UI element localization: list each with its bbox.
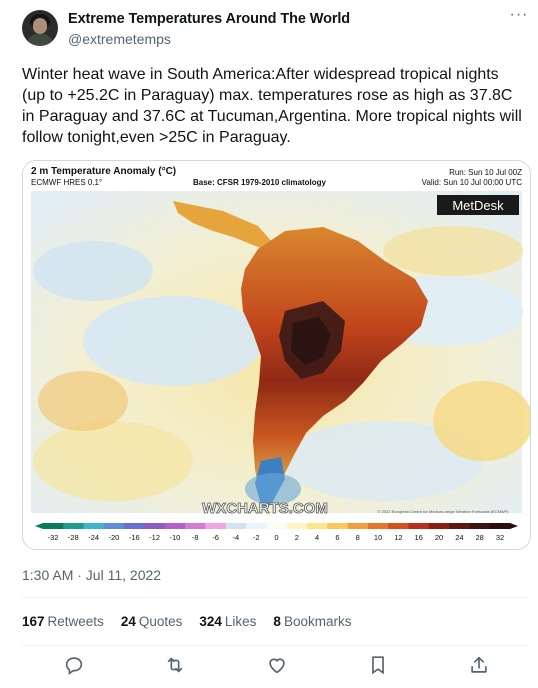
- scale-label: -24: [88, 533, 99, 542]
- scale-swatch: [449, 523, 470, 529]
- retweets-stat[interactable]: 167 Retweets: [22, 614, 104, 629]
- scale-swatch: [428, 523, 450, 529]
- scale-label: 28: [476, 533, 484, 542]
- scale-label: -10: [169, 533, 180, 542]
- scale-swatch: [63, 523, 85, 529]
- scale-label: -6: [212, 533, 219, 542]
- tweet-timestamp[interactable]: 1:30 AM · Jul 11, 2022: [22, 567, 162, 583]
- likes-stat[interactable]: 324 Likes: [199, 614, 257, 629]
- scale-swatch: [246, 523, 267, 529]
- scale-swatch: [225, 523, 247, 529]
- scale-swatch: [266, 523, 288, 529]
- quotes-stat[interactable]: 24 Quotes: [120, 614, 183, 629]
- tweet-text: Winter heat wave in South America:After …: [22, 66, 522, 146]
- scale-swatch: [144, 523, 166, 529]
- scale-label: 8: [356, 533, 360, 542]
- scale-swatch: [469, 523, 491, 529]
- scale-label: 4: [315, 533, 319, 542]
- map-valid: Valid: Sun 10 Jul 00:00 UTC: [422, 178, 523, 187]
- color-scale-bar: [35, 523, 518, 529]
- scale-label: 12: [394, 533, 402, 542]
- scale-label: 32: [496, 533, 504, 542]
- scale-swatch: [43, 523, 64, 529]
- scale-label: -2: [253, 533, 260, 542]
- scale-arrow-right: [510, 523, 518, 529]
- divider: [22, 645, 529, 646]
- scale-label: 24: [455, 533, 463, 542]
- share-icon[interactable]: [468, 654, 490, 676]
- scale-swatch: [124, 523, 146, 529]
- scale-swatch: [306, 523, 328, 529]
- scale-label: 20: [435, 533, 443, 542]
- reply-icon[interactable]: [63, 654, 85, 676]
- divider: [22, 597, 529, 598]
- scale-swatch: [286, 523, 308, 529]
- scale-swatch: [185, 523, 206, 529]
- scale-label: 6: [335, 533, 339, 542]
- heart-icon[interactable]: [266, 654, 288, 676]
- scale-swatch: [164, 523, 186, 529]
- map-model: ECMWF HRES 0.1°: [31, 178, 102, 187]
- scale-swatch: [388, 523, 409, 529]
- scale-label: 16: [415, 533, 423, 542]
- scale-swatch: [83, 523, 105, 529]
- scale-label: 0: [274, 533, 278, 542]
- map-title: 2 m Temperature Anomaly (°C): [31, 166, 176, 177]
- scale-swatch: [205, 523, 227, 529]
- author-handle[interactable]: @extremetemps: [68, 31, 171, 47]
- scale-label: -28: [68, 533, 79, 542]
- more-options-icon[interactable]: ···: [509, 6, 529, 23]
- scale-label: -20: [109, 533, 120, 542]
- scale-label: -16: [129, 533, 140, 542]
- scale-swatch: [103, 523, 125, 529]
- scale-label: -4: [233, 533, 240, 542]
- wxcharts-watermark: WXCHARTS.COM: [202, 500, 328, 517]
- scale-swatch: [489, 523, 511, 529]
- scale-label: -32: [48, 533, 59, 542]
- scale-label: 10: [374, 533, 382, 542]
- bookmark-icon[interactable]: [367, 654, 389, 676]
- ecmwf-credit: © 2022 European Centre for Medium-range …: [378, 509, 510, 514]
- scale-label: -12: [149, 533, 160, 542]
- tweet-media-image[interactable]: 2 m Temperature Anomaly (°C) ECMWF HRES …: [22, 160, 531, 550]
- color-scale-labels: -32 -28 -24 -20 -16 -12 -10 -8 -6 -4 -2 0 2 4 6 8 10 12 16…: [48, 533, 505, 542]
- scale-arrow-left: [35, 523, 43, 529]
- scale-label: 2: [295, 533, 299, 542]
- map-run: Run: Sun 10 Jul 00Z: [449, 168, 522, 177]
- action-bar: [0, 648, 538, 682]
- avatar[interactable]: [22, 10, 58, 46]
- retweet-icon[interactable]: [164, 654, 186, 676]
- metdesk-logo: MetDesk: [452, 198, 504, 213]
- scale-swatch: [327, 523, 349, 529]
- scale-label: -8: [192, 533, 199, 542]
- scale-swatch: [367, 523, 389, 529]
- scale-swatch: [408, 523, 430, 529]
- author-display-name[interactable]: Extreme Temperatures Around The World: [68, 11, 351, 27]
- scale-swatch: [347, 523, 369, 529]
- bookmarks-stat[interactable]: 8 Bookmarks: [273, 614, 352, 629]
- map-base: Base: CFSR 1979-2010 climatology: [193, 178, 326, 187]
- engagement-stats: 167 Retweets 24 Quotes 324 Likes 8 Bookmarks: [22, 614, 368, 629]
